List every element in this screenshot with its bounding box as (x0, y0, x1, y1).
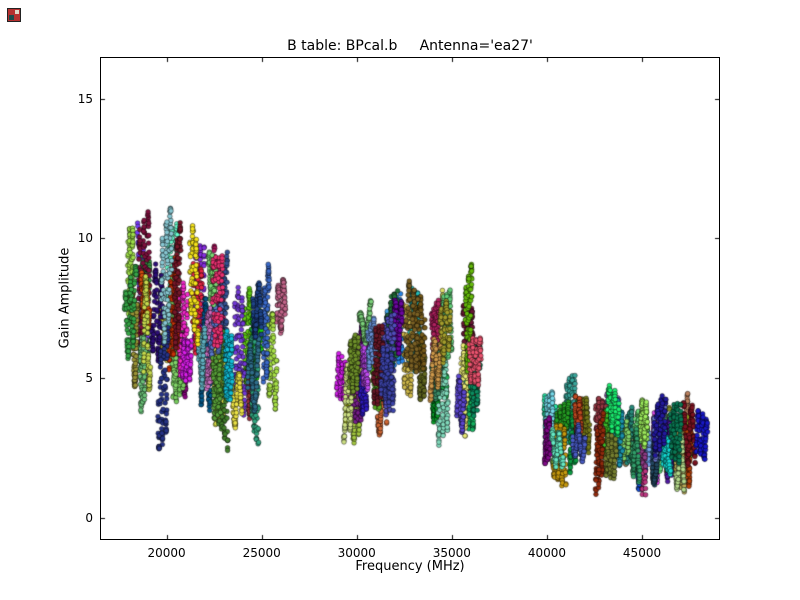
x-tick-label: 20000 (147, 546, 186, 560)
x-axis-label: Frequency (MHz) (355, 559, 465, 574)
y-tick-label: 5 (85, 371, 93, 386)
chart-title: B table: BPcal.b Antenna='ea27' (287, 38, 533, 54)
y-tick-label: 10 (77, 231, 93, 246)
x-tick-label: 30000 (337, 546, 376, 560)
x-tick-label: 45000 (622, 546, 662, 560)
x-tick-label: 35000 (432, 546, 471, 560)
scatter-plot-canvas (100, 57, 720, 540)
y-tick-label: 15 (77, 91, 93, 106)
window-icon (7, 7, 21, 22)
x-tick-label: 40000 (527, 546, 567, 560)
y-axis-label: Gain Amplitude (57, 247, 73, 349)
x-tick-label: 25000 (242, 546, 281, 560)
y-tick-label: 0 (85, 510, 93, 525)
